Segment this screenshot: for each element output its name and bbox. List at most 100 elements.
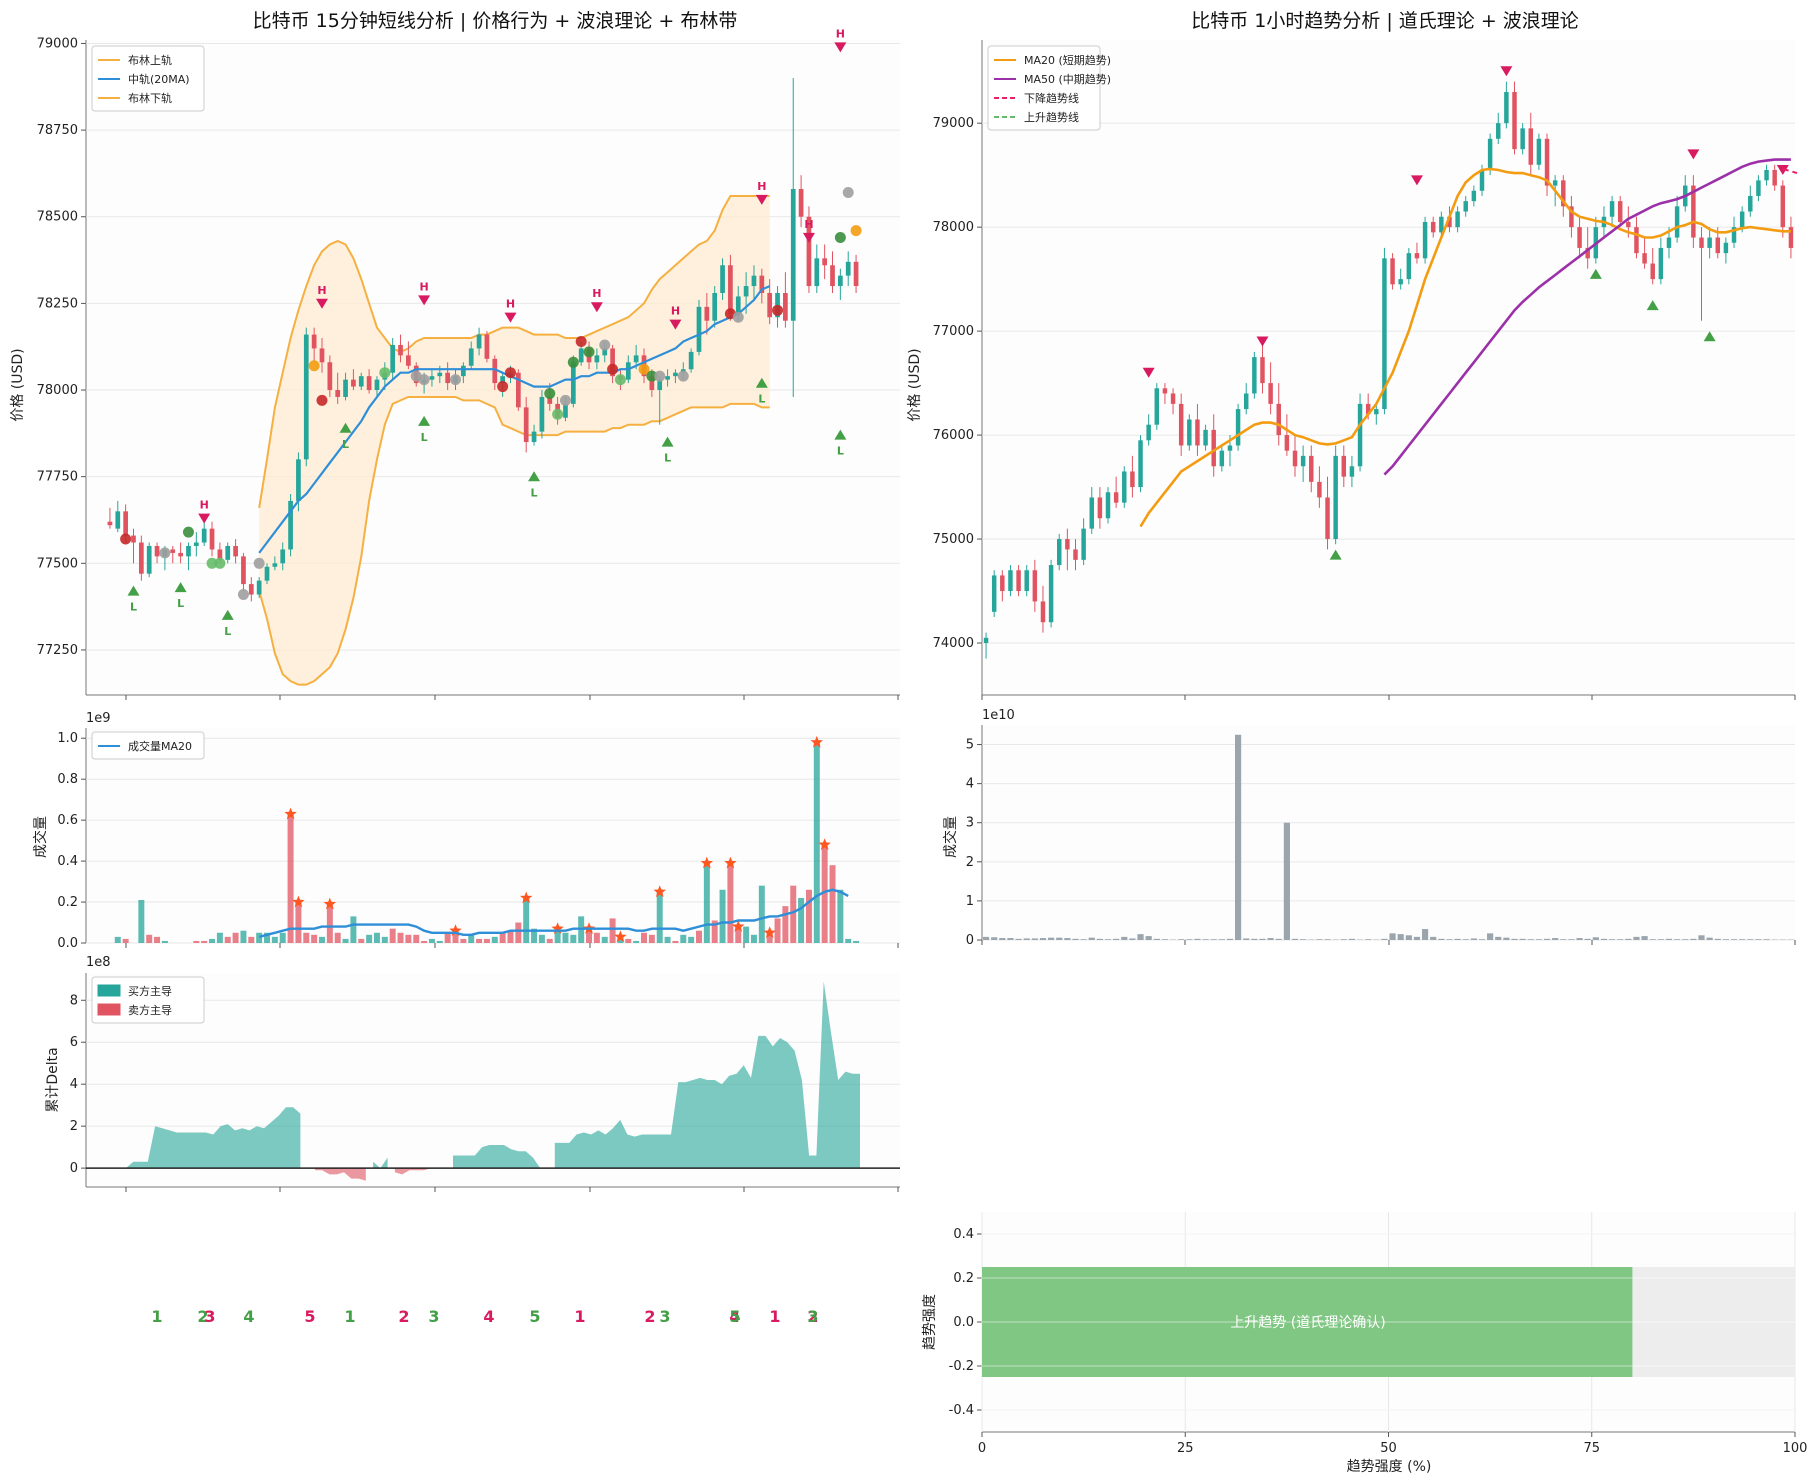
signal-marker xyxy=(120,533,132,545)
candle-body xyxy=(1723,242,1729,254)
volume-bar xyxy=(829,865,836,943)
candle-body xyxy=(264,566,270,581)
volume-bar xyxy=(821,844,828,943)
signal-marker xyxy=(614,374,626,386)
bollinger-upper-line xyxy=(258,195,770,509)
volume-bar xyxy=(991,937,998,940)
signal-marker xyxy=(575,336,587,348)
volume-bar xyxy=(531,928,538,943)
candle-body xyxy=(1081,528,1086,560)
candle-body xyxy=(1414,253,1420,259)
swing-high-label: H xyxy=(836,27,845,40)
candle-body xyxy=(1520,128,1525,150)
right-price-ylabel: 价格 (USD) xyxy=(907,348,923,421)
volume-bar xyxy=(1657,939,1664,940)
candle-body xyxy=(429,376,435,380)
volume-bar xyxy=(1389,933,1396,940)
volume-bar xyxy=(1186,939,1193,940)
candle-body xyxy=(1073,549,1078,560)
right-price-panel: 74000 75000 76000 77000 78000 79000 MA20 (短期趋势… xyxy=(933,40,1798,700)
candle-body xyxy=(319,348,325,363)
left-price-ylabel: 价格 (USD) xyxy=(10,348,26,421)
right-trend-xtick-label: 100 xyxy=(1783,1441,1808,1456)
right-volume-panel: 0 1 2 3 4 5 xyxy=(966,725,1796,948)
ma50-line xyxy=(1383,158,1791,476)
delta-buy-area xyxy=(126,1107,301,1169)
candle-body xyxy=(1691,185,1696,238)
volume-bar xyxy=(193,940,200,943)
swing-high-marker xyxy=(590,302,603,313)
candle-body xyxy=(327,362,333,391)
candle-body xyxy=(1788,227,1794,248)
volume-bar xyxy=(1641,936,1648,940)
volume-bar xyxy=(703,863,710,943)
candle-body xyxy=(115,511,121,529)
swing-high-label: H xyxy=(200,499,209,512)
right-price-tick-label: 76000 xyxy=(933,428,974,443)
signal-marker xyxy=(552,408,564,420)
volume-spike-star xyxy=(700,856,713,869)
volume-bar xyxy=(586,928,593,943)
bollinger-band-fill xyxy=(259,196,770,685)
candle-body xyxy=(602,348,608,356)
volume-bar xyxy=(468,934,475,943)
wave-count-label: 1 xyxy=(151,1307,162,1326)
candle-body xyxy=(1374,409,1379,415)
swing-high-marker xyxy=(1687,149,1700,160)
volume-bar xyxy=(982,936,990,940)
volume-bar xyxy=(421,940,428,943)
candle-body xyxy=(594,355,600,363)
left-delta-tick-label: 2 xyxy=(70,1119,78,1134)
left-price-legend-entry: 布林上轨 xyxy=(128,53,172,67)
volume-bar xyxy=(1324,939,1331,940)
candle-body xyxy=(830,265,835,287)
right-trend-tick-label: 0.4 xyxy=(953,1227,974,1242)
candle-body xyxy=(1463,201,1468,212)
volume-bar xyxy=(774,918,781,943)
left-price-tick-label: 77750 xyxy=(37,470,78,485)
swing-low-marker xyxy=(661,436,674,447)
volume-bar xyxy=(853,940,860,943)
candle-body xyxy=(570,362,576,404)
right-volume-tick-label: 4 xyxy=(966,777,974,792)
volume-bar xyxy=(1674,939,1681,940)
swing-low-label: L xyxy=(421,431,428,444)
wave-count-label: 2 xyxy=(807,1307,818,1326)
volume-bar xyxy=(1064,938,1071,940)
signal-marker xyxy=(544,387,556,399)
signal-marker xyxy=(654,370,666,382)
volume-bar xyxy=(232,932,239,943)
candle-body xyxy=(1626,221,1631,228)
candle-body xyxy=(484,334,490,359)
swing-low-marker xyxy=(174,582,187,593)
swing-low-label: L xyxy=(664,452,671,465)
right-volume-tick-label: 3 xyxy=(966,816,974,831)
volume-bar xyxy=(1194,938,1201,940)
volume-bar xyxy=(1535,939,1542,940)
volume-bar xyxy=(319,936,325,943)
volume-bar xyxy=(1235,734,1242,940)
volume-bar xyxy=(538,934,545,943)
candle-body xyxy=(1170,393,1176,404)
candle-body xyxy=(1048,565,1054,623)
left-price-tick-label: 79000 xyxy=(37,36,78,51)
candle-body xyxy=(1406,253,1412,280)
candle-body xyxy=(531,431,537,443)
volume-bar xyxy=(334,932,341,943)
delta-sell-area xyxy=(394,1168,439,1175)
signal-marker xyxy=(583,346,595,358)
candle-body xyxy=(1764,169,1769,181)
volume-bar xyxy=(452,930,459,943)
volume-bar xyxy=(1226,938,1234,940)
left-volume-tick-label: 1.0 xyxy=(57,731,78,746)
volume-bar xyxy=(1584,938,1591,940)
right-price-legend-box xyxy=(987,45,1101,131)
candle-body xyxy=(311,334,317,349)
volume-bar xyxy=(696,930,702,943)
volume-bar xyxy=(617,936,624,943)
candle-body xyxy=(1195,419,1200,446)
candle-body xyxy=(1658,247,1664,280)
right-volume-tick-label: 2 xyxy=(966,855,974,870)
right-price-tick-label: 78000 xyxy=(933,220,974,235)
volume-bar xyxy=(1552,938,1559,940)
